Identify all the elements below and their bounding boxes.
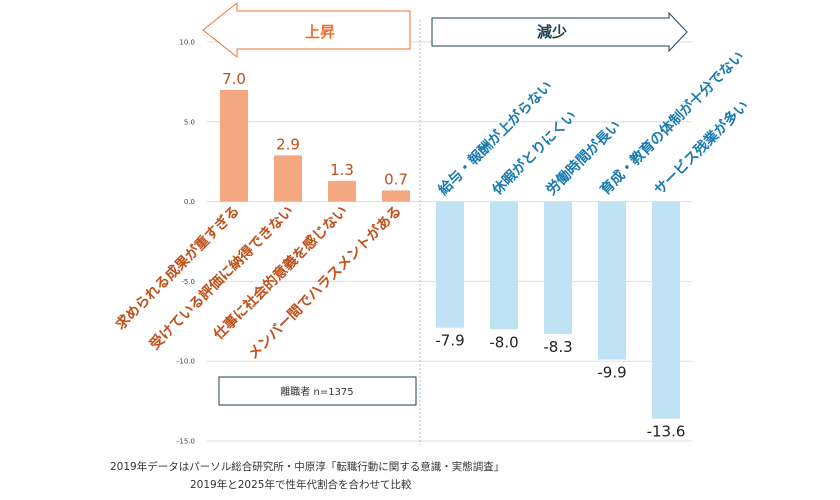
bar: [274, 155, 302, 202]
bar: [328, 180, 356, 202]
legend-box: [218, 376, 417, 406]
decrease-arrow: [431, 11, 688, 53]
increase-arrow-label: 上昇: [305, 23, 335, 41]
value-label: 2.9: [276, 135, 300, 153]
category-label: サービス残業が多い: [651, 97, 752, 198]
decrease-arrow-label: 減少: [537, 23, 567, 41]
y-tick-label: -15.0: [177, 438, 195, 446]
value-label: 1.3: [330, 161, 354, 179]
bar: [598, 201, 626, 360]
bar: [436, 201, 464, 328]
comparison-note: 2019年と2025年で性年代割合を合わせて比較: [190, 478, 412, 491]
bar: [220, 89, 248, 202]
value-label: -8.3: [543, 338, 572, 356]
value-label: 7.0: [222, 70, 246, 88]
y-tick-label: 10.0: [179, 39, 195, 47]
bar: [382, 190, 410, 202]
value-label: -9.9: [597, 364, 626, 382]
y-tick-label: 5.0: [184, 118, 195, 126]
y-tick-label: 0.0: [184, 198, 195, 206]
y-tick-label: -10.0: [177, 358, 195, 366]
bar: [490, 201, 518, 330]
legend-box-label: 離職者 n=1375: [280, 385, 353, 398]
value-label: -8.0: [489, 333, 518, 351]
value-label: 0.7: [384, 170, 408, 188]
increase-arrow: [202, 1, 411, 59]
y-tick-label: -5.0: [181, 278, 195, 286]
bar: [544, 201, 572, 335]
bar: [652, 201, 680, 419]
source-note: 2019年データはパーソル総合研究所・中原淳「転職行動に関する意識・実態調査」: [110, 460, 504, 473]
value-label: -7.9: [435, 332, 464, 350]
value-label: -13.6: [647, 423, 686, 441]
